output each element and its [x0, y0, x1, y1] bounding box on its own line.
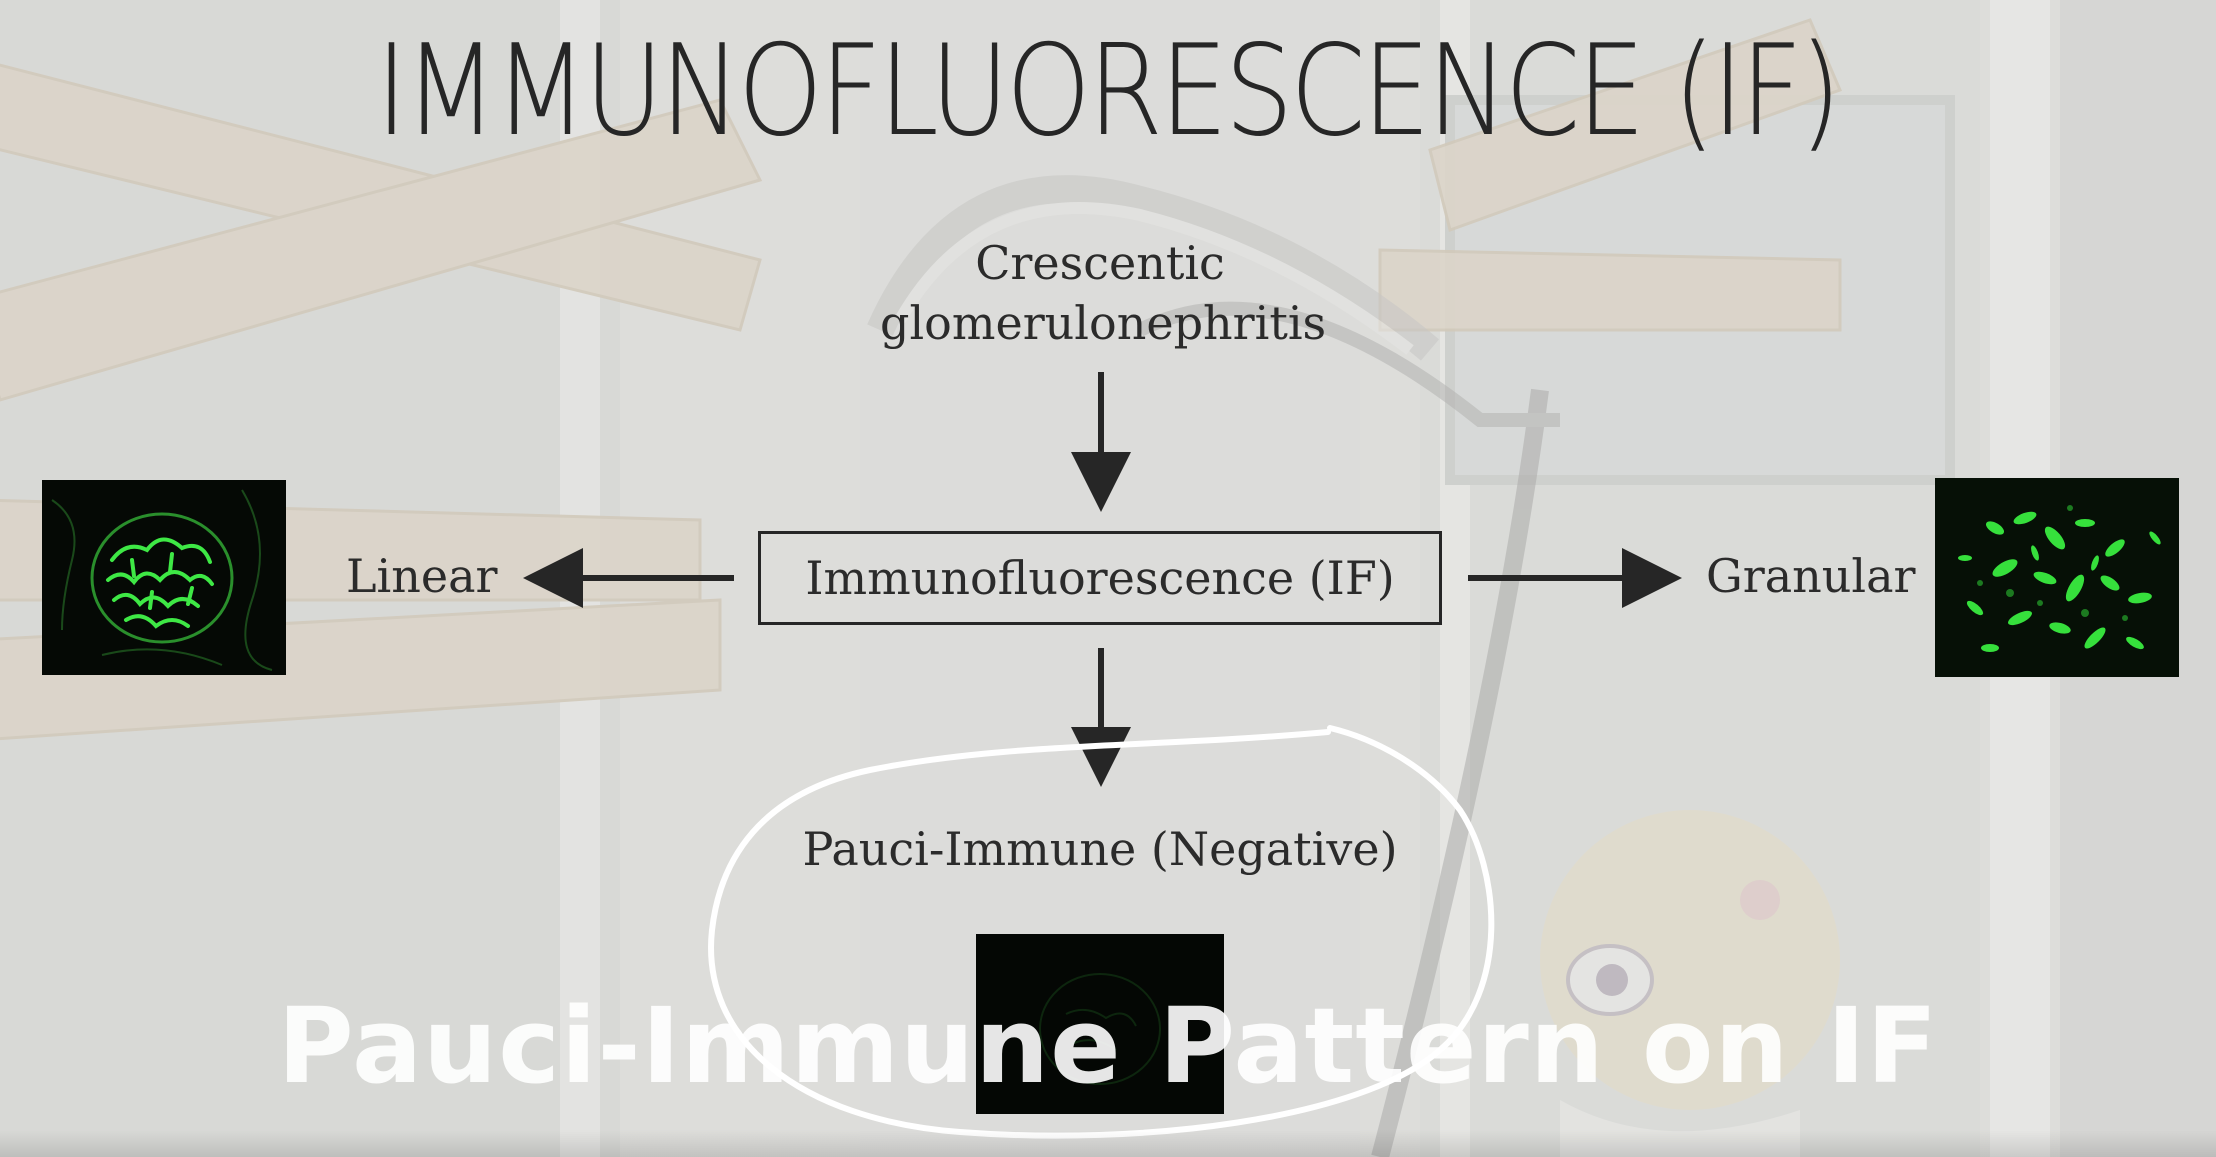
root-node-line2: glomerulonephritis [880, 295, 1327, 350]
granular-if-micrograph [1935, 478, 2179, 677]
root-node: Crescentic glomerulonephritis [880, 234, 1327, 354]
bottom-shade [0, 1130, 2216, 1157]
center-node-box: Immunofluorescence (IF) [758, 531, 1442, 625]
right-node-label: Granular [1706, 549, 1916, 603]
pauci-immune-if-micrograph [976, 934, 1224, 1114]
left-node-label: Linear [346, 549, 498, 603]
root-node-line1: Crescentic [975, 236, 1225, 290]
bottom-node-label: Pauci-Immune (Negative) [802, 822, 1398, 876]
annotation-circle [708, 725, 1495, 1139]
video-caption: Pauci-Immune Pattern on IF [277, 985, 1939, 1107]
linear-if-micrograph [42, 480, 286, 675]
slide-title: IMMUNOFLUORESCENCE (IF) [375, 17, 1842, 164]
center-node-label: Immunofluorescence (IF) [805, 551, 1395, 605]
